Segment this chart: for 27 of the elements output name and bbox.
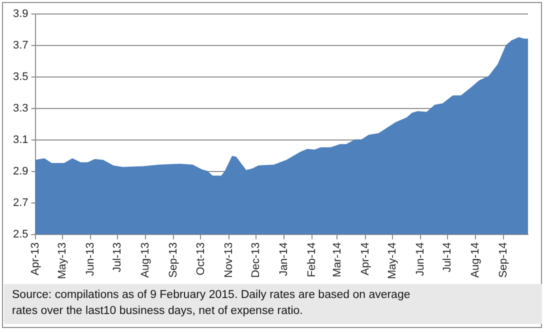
y-tick-label: 3.3 [12,102,28,114]
y-tick-label: 2.9 [12,165,28,178]
x-tick-label: Feb-14 [306,242,318,278]
y-tick-label: 3.7 [12,40,28,52]
x-tick-label: Jan-14 [278,242,290,276]
y-tick-label: 2.7 [12,196,28,209]
x-tick-label: Jun-13 [84,242,96,276]
x-tick-label: Nov-13 [222,242,235,278]
x-tick-label: Sep-13 [168,242,180,278]
x-tick-label: May-13 [56,242,68,280]
x-tick-label: Aug-14 [470,242,482,278]
y-tick-label: 3.5 [12,70,28,83]
y-tick-label: 3.1 [12,134,28,146]
x-tick-label: Apr-13 [29,242,42,276]
x-tick-label: Jul-14 [442,242,454,272]
source-note: Source: compilations as of 9 February 2015. Daily rates are based on average rates over the last10 business days, net of expense ratio. [4,284,542,324]
x-tick-label: Sep-14 [498,242,510,278]
y-tick-label: 2.5 [12,228,28,240]
x-tick-label: May-14 [386,242,398,280]
x-tick-label: Jul-13 [112,242,124,272]
x-tick-label: Dec-13 [250,242,262,278]
x-tick-label: Oct-13 [194,242,207,276]
x-tick-label: Mar-14 [331,242,344,278]
x-tick-label: Jun-14 [414,242,426,276]
x-tick-label: Aug-13 [140,242,152,278]
y-tick-label: 3.9 [12,8,28,20]
x-tick-label: Apr-14 [359,242,372,276]
